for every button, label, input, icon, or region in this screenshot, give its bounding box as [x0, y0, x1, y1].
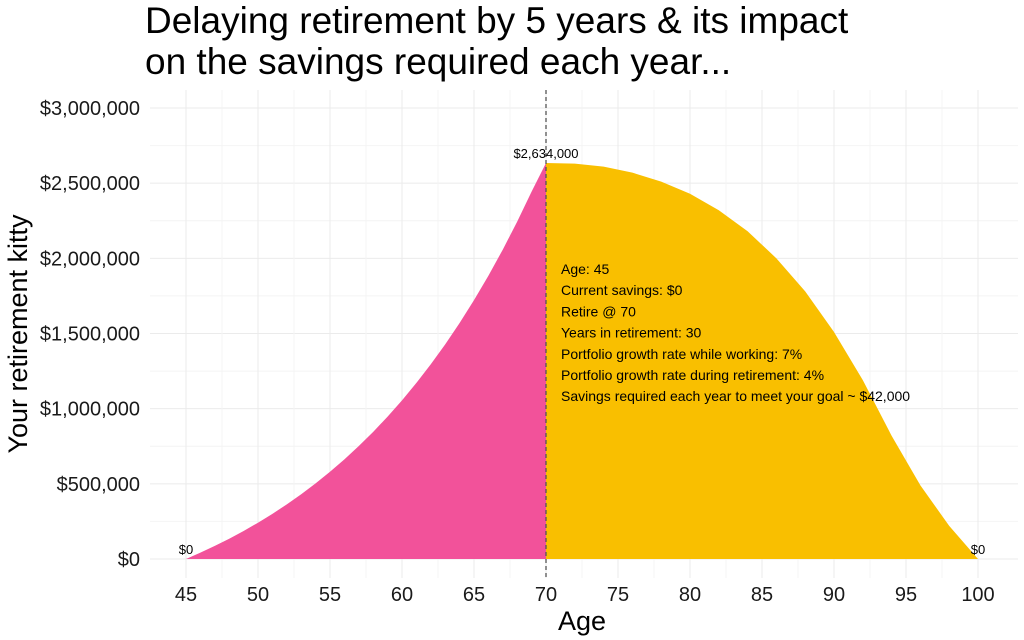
x-tick-label: 85 — [751, 584, 773, 606]
annotation-line: Retire @ 70 — [561, 303, 636, 319]
area-series — [186, 163, 978, 559]
y-axis-title: Your retirement kitty — [3, 214, 33, 454]
y-tick-label: $3,000,000 — [40, 98, 140, 120]
data-label: $0 — [179, 542, 193, 557]
annotation-line: Savings required each year to meet your … — [561, 388, 910, 404]
x-tick-label: 65 — [463, 584, 485, 606]
chart-title-line-1: Delaying retirement by 5 years & its imp… — [145, 0, 849, 41]
data-label: $0 — [971, 542, 985, 557]
drawdown-area — [546, 163, 978, 559]
y-axis-ticks: $0 $500,000 $1,000,000 $1,500,000 $2,000,000… — [40, 98, 140, 571]
x-tick-label: 100 — [961, 584, 994, 606]
x-tick-label: 60 — [391, 584, 413, 606]
x-tick-label: 90 — [823, 584, 845, 606]
y-tick-label: $500,000 — [57, 474, 140, 496]
accumulation-area — [186, 163, 546, 559]
x-tick-label: 75 — [607, 584, 629, 606]
data-label: $2,634,000 — [513, 146, 578, 161]
chart-title: Delaying retirement by 5 years & its imp… — [145, 0, 848, 82]
y-tick-label: $2,000,000 — [40, 248, 140, 270]
x-tick-label: 95 — [895, 584, 917, 606]
chart-title-line-2: on the savings required each year... — [145, 41, 732, 82]
x-tick-label: 55 — [319, 584, 341, 606]
y-tick-label: $2,500,000 — [40, 173, 140, 195]
x-axis-ticks: 45 50 55 60 65 70 75 80 85 90 95 100 — [175, 584, 995, 606]
annotation-line: Portfolio growth rate during retirement:… — [561, 367, 824, 383]
x-axis-title: Age — [558, 606, 606, 636]
data-labels: $0 $2,634,000 $0 — [179, 146, 985, 557]
x-tick-label: 80 — [679, 584, 701, 606]
assumptions-annotation: Age: 45 Current savings: $0 Retire @ 70 Yea… — [561, 261, 910, 404]
x-tick-label: 70 — [535, 584, 557, 606]
annotation-line: Age: 45 — [561, 261, 609, 277]
x-tick-label: 50 — [247, 584, 269, 606]
y-tick-label: $1,500,000 — [40, 324, 140, 346]
y-tick-label: $0 — [118, 549, 140, 571]
annotation-line: Portfolio growth rate while working: 7% — [561, 346, 802, 362]
y-tick-label: $1,000,000 — [40, 399, 140, 421]
annotation-line: Current savings: $0 — [561, 282, 683, 298]
annotation-line: Years in retirement: 30 — [561, 325, 702, 341]
x-tick-label: 45 — [175, 584, 197, 606]
